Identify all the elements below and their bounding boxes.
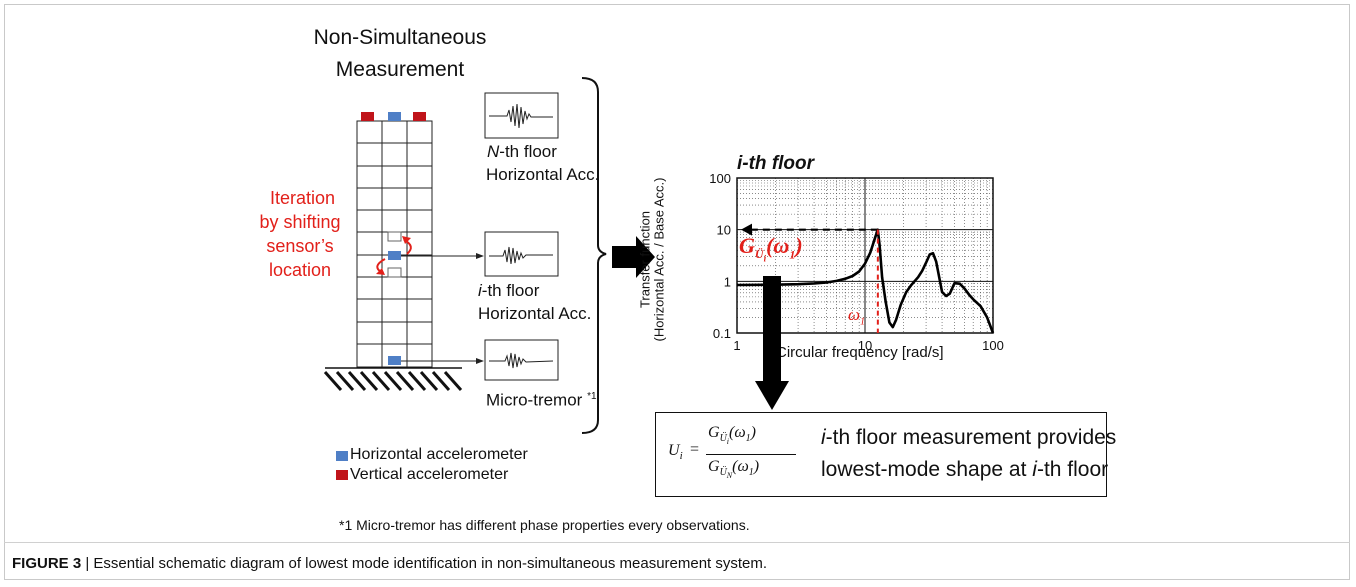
equation-denominator: GÜN(ω1) — [708, 458, 760, 481]
iteration-label-3: sensor’s — [266, 236, 334, 256]
chart-x-label: Circular frequency [rad/s] — [776, 344, 944, 361]
signal-box-nth — [484, 92, 559, 139]
chart-title: i-th floor — [737, 153, 815, 174]
x-tick-label: 100 — [982, 338, 1004, 353]
legend-horizontal-label: Horizontal accelerometer — [350, 446, 528, 463]
grouping-bracket — [581, 77, 607, 434]
y-tick-label: 100 — [709, 171, 731, 186]
series-line — [736, 228, 995, 334]
iteration-label-2: by shifting — [259, 212, 341, 232]
y-tick-label: 0.1 — [713, 326, 731, 341]
ghost-sensor-upper — [387, 231, 402, 242]
equation: Ui = GÜi(ω1) GÜN(ω1) — [668, 424, 803, 486]
main-flow-arrow — [612, 236, 655, 278]
y-tick-label: 1 — [724, 274, 731, 289]
figure-title-line1: Non-Simultaneous — [313, 26, 487, 49]
equation-numerator: GÜi(ω1) — [708, 424, 756, 447]
iteration-label-1: Iteration — [270, 188, 336, 208]
vertical-sensor-roof-right — [413, 112, 426, 121]
legend-horizontal-swatch — [336, 451, 348, 461]
footnote: *1 Micro-tremor has different phase prop… — [339, 517, 750, 533]
plot-area-border — [736, 177, 994, 334]
signal-box-base — [484, 339, 559, 381]
figure-frame — [4, 4, 1350, 580]
x-tick-label: 1 — [733, 338, 740, 353]
horizontal-sensor-ith — [388, 251, 401, 260]
figure-caption: FIGURE 3 | Essential schematic diagram o… — [12, 555, 768, 572]
fraction-bar — [706, 454, 796, 455]
ground-hatch — [323, 367, 463, 391]
ith-floor-label: i-th floor — [478, 281, 540, 300]
legend-vertical-label: Vertical accelerometer — [350, 466, 509, 483]
figure-title-line2: Measurement — [335, 58, 465, 81]
ith-floor-label-2: Horizontal Acc. — [478, 304, 592, 323]
caption-divider — [4, 542, 1350, 543]
micro-tremor-label: Micro-tremor *1 — [486, 390, 597, 410]
ghost-sensor-lower — [387, 267, 402, 278]
y-tick-label: 10 — [717, 223, 731, 238]
chart-y-label-1: Transfer function — [637, 210, 653, 309]
legend-vertical-swatch — [336, 470, 348, 480]
building-schematic — [323, 77, 655, 434]
horizontal-sensor-roof — [388, 112, 401, 121]
x-tick-label: 10 — [858, 338, 872, 353]
equation-equals: = — [690, 441, 700, 458]
chart-y-label-2: (Horizontal Acc. / Base Acc.) — [651, 177, 667, 342]
omega-annotation: ω1 — [848, 305, 866, 328]
g-annotation: GÜi(ω1) — [739, 233, 803, 264]
building-grid — [356, 120, 433, 368]
nth-floor-label: N-th floor — [487, 142, 557, 161]
result-text-2: lowest-mode shape at i-th floor — [821, 458, 1109, 481]
iteration-label-4: location — [268, 260, 332, 280]
vertical-sensor-roof-left — [361, 112, 374, 121]
result-text-1: i-th floor measurement provides — [821, 426, 1117, 449]
down-arrow — [755, 276, 789, 410]
signal-box-ith — [484, 231, 559, 277]
nth-floor-label-2: Horizontal Acc. — [486, 165, 600, 184]
horizontal-sensor-base — [388, 356, 401, 365]
peak-arrow-head — [741, 223, 752, 236]
